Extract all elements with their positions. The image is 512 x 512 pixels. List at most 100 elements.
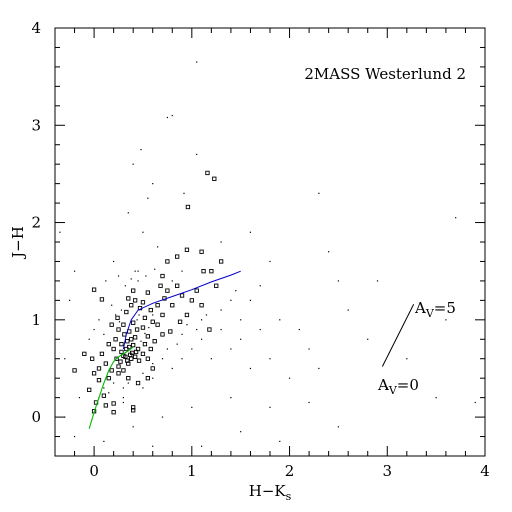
field-star-point <box>138 314 140 316</box>
field-star-point <box>298 328 300 331</box>
member-star-point <box>119 341 124 347</box>
x-tick-label: 3 <box>382 462 392 480</box>
reddening-vector-line <box>381 304 415 367</box>
member-star-point <box>132 298 138 303</box>
field-star-point <box>181 333 183 336</box>
field-star-point <box>406 358 408 360</box>
field-star-point <box>64 416 66 418</box>
field-star-point <box>186 324 188 326</box>
field-star-point <box>130 278 132 280</box>
y-tick-label: 1 <box>31 311 41 329</box>
member-star-point <box>133 349 139 355</box>
member-star-point <box>125 358 130 363</box>
member-star-point <box>119 349 124 355</box>
field-star-point <box>230 348 232 350</box>
field-star-point <box>152 362 154 365</box>
y-tick-label: 2 <box>31 214 41 232</box>
member-star-point <box>131 408 136 413</box>
field-star-point <box>73 270 76 272</box>
member-star-point <box>134 327 140 332</box>
field-star-point <box>134 270 136 272</box>
member-star-point <box>82 351 87 357</box>
field-star-point <box>210 358 212 360</box>
field-star-point <box>474 401 476 404</box>
field-star-point <box>69 299 71 301</box>
field-star-point <box>142 387 144 389</box>
field-star-point <box>136 319 138 321</box>
field-star-point <box>318 192 320 194</box>
member-star-point <box>209 269 214 274</box>
member-star-point <box>132 354 138 359</box>
reddening-end-label: AV=5 <box>414 299 456 320</box>
member-star-point <box>140 325 146 330</box>
member-star-point <box>155 322 160 327</box>
field-star-point <box>176 343 178 345</box>
member-star-point <box>131 288 136 293</box>
member-star-point <box>152 339 157 344</box>
field-star-point <box>435 397 437 399</box>
member-star-point <box>212 176 217 181</box>
member-star-point <box>111 410 116 415</box>
member-star-point <box>160 312 165 318</box>
field-star-point <box>142 372 144 374</box>
field-star-point <box>105 280 107 282</box>
y-tick-label: 3 <box>31 116 41 134</box>
field-star-point <box>269 260 271 263</box>
field-star-point <box>196 153 198 156</box>
member-star-point <box>106 376 111 381</box>
y-tick-label: 0 <box>31 408 41 426</box>
field-star-point <box>367 338 369 340</box>
field-star-point <box>152 314 154 316</box>
field-star-point <box>124 285 126 287</box>
member-star-point <box>129 303 134 308</box>
member-star-point <box>135 380 141 386</box>
member-star-point <box>160 332 165 337</box>
field-stars <box>59 61 476 447</box>
field-star-point <box>88 338 90 340</box>
field-star-point <box>196 61 198 63</box>
field-star-point <box>145 275 147 277</box>
field-star-point <box>235 290 237 292</box>
field-star-point <box>148 327 150 329</box>
member-star-point <box>99 297 105 302</box>
field-star-point <box>249 231 252 233</box>
field-star-point <box>59 231 61 233</box>
member-star-point <box>116 371 121 376</box>
member-star-point <box>131 342 136 348</box>
member-star-point <box>148 307 153 313</box>
field-star-point <box>279 440 281 443</box>
field-star-point <box>200 445 203 447</box>
member-star-point <box>205 170 210 176</box>
member-star-point <box>170 303 175 308</box>
member-star-point <box>106 341 111 347</box>
x-tick-label: 1 <box>187 462 197 480</box>
field-star-point <box>269 358 271 360</box>
member-star-point <box>116 364 121 369</box>
giant-branch-line <box>122 270 241 350</box>
member-star-point <box>126 361 131 366</box>
field-star-point <box>161 358 164 360</box>
member-star-point <box>96 377 102 383</box>
field-star-point <box>127 382 129 384</box>
field-star-point <box>166 116 168 119</box>
member-star-point <box>165 288 170 293</box>
field-star-point <box>122 401 125 404</box>
field-star-point <box>337 426 340 428</box>
field-star-point <box>103 440 105 443</box>
field-star-point <box>113 382 115 384</box>
field-star-point <box>230 397 232 399</box>
field-star-point <box>103 387 105 389</box>
x-axis-label: H−Ks <box>249 482 292 503</box>
member-star-point <box>145 356 150 361</box>
member-star-point <box>194 288 199 293</box>
member-star-point <box>179 293 185 298</box>
member-star-point <box>118 359 123 364</box>
field-star-point <box>220 328 222 331</box>
member-star-point <box>184 247 190 252</box>
field-star-point <box>269 406 271 408</box>
field-star-point <box>137 270 139 272</box>
field-star-point <box>171 114 173 117</box>
tick-labels: 0 1 2 3 4 0 1 2 3 4 <box>31 19 489 480</box>
field-star-point <box>118 321 121 323</box>
field-star-point <box>140 148 142 151</box>
